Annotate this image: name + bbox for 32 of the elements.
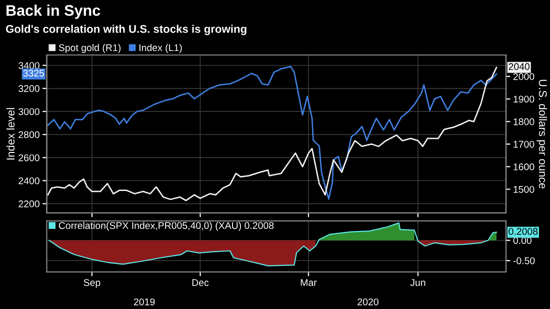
x-tick-label: Jun [410,279,426,286]
text: 0.2008 [508,228,538,235]
y-tick-label: 3200 [18,85,40,92]
legend-label: Spot gold (R1) [58,44,120,54]
y2-tick-label: 2000 [513,73,534,80]
y-tick-label: 2400 [18,177,40,184]
y-tick-label: 0.00 [513,237,532,244]
y2-tick-label: 1700 [514,140,534,148]
y2-tick-label: 1800 [514,118,534,126]
x2-tick-label: 2020 [358,298,378,306]
chart-subtitle: Gold's correlation with U.S. stocks is growing [6,24,246,36]
x2-tick-label: 2019 [134,298,155,306]
text: 3325 [23,70,44,77]
x-tick-label: Dec [192,279,209,286]
y-tick-label: 3000 [18,108,40,116]
y-tick-label: -0.50 [513,257,535,264]
legend-label: Correlation(SPX Index,PR005,40,0) (XAU) 0.2008 [58,222,274,231]
legend-label: Index (L1) [139,44,182,54]
y-tick-label: 2200 [18,200,40,208]
y2-axis-title: U.S. dollars per ounce [536,80,548,188]
x-tick-label: Mar [300,279,317,286]
y-tick-label: 2600 [18,154,40,162]
y2-tick-label: 1600 [514,163,534,170]
y2-tick-label: 1900 [514,96,534,103]
y-tick-label: 3400 [18,62,40,69]
y-axis-title: Index level [6,108,15,160]
text: 2040 [508,63,530,70]
y2-tick-label: 1500 [514,186,534,193]
line-series [48,222,498,266]
y-tick-label: 2800 [18,131,40,138]
x-tick-label: Sep [84,279,100,288]
chart-title: Back in Sync [6,4,100,19]
